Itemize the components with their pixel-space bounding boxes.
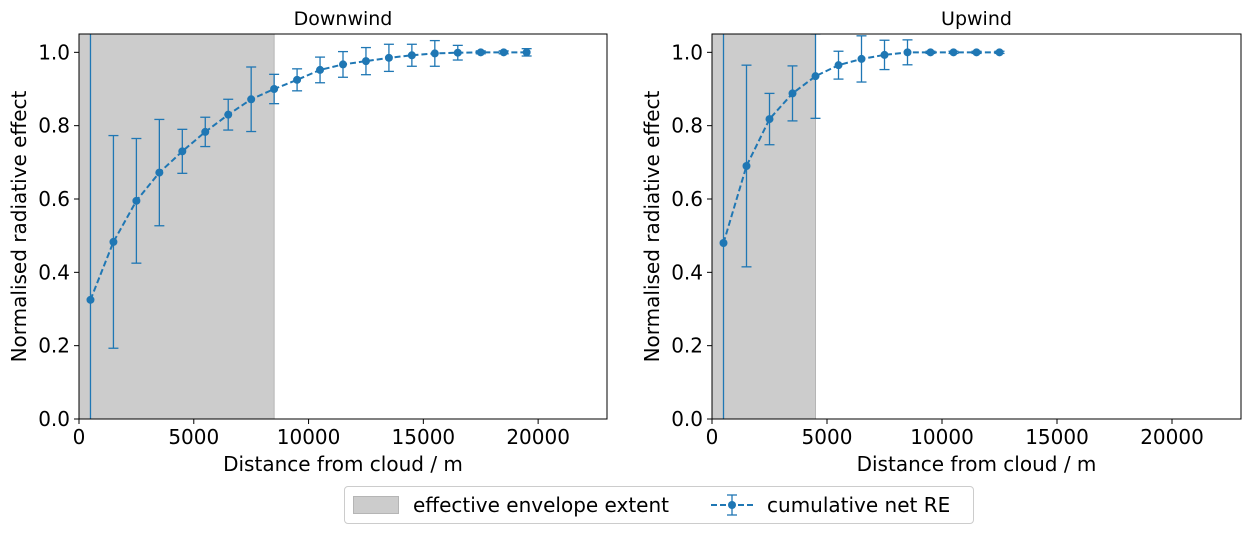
x-axis-label: Distance from cloud / m [857, 452, 1097, 476]
figure: 0 5000 10000 15000 20000 0.0 0.2 0.4 0.6 0.8 1.0 Do… [0, 0, 1250, 484]
x-tick-label: 5000 [168, 425, 219, 449]
chart-panel-downwind: 0 5000 10000 15000 20000 0.0 0.2 0.4 0.6 0.8 1.0 Do… [7, 8, 607, 484]
y-tick-label: 0.6 [38, 187, 70, 211]
data-point [835, 61, 843, 69]
data-point [201, 128, 209, 136]
data-point [178, 147, 186, 155]
data-point [766, 115, 774, 123]
x-tick-label: 15000 [392, 425, 456, 449]
data-point [109, 238, 117, 246]
x-tick-label: 0 [73, 425, 86, 449]
legend-marker-series [709, 492, 755, 518]
data-point [385, 54, 393, 62]
data-point [293, 76, 301, 84]
x-tick-label: 10000 [277, 425, 341, 449]
y-tick-label: 1.0 [38, 40, 70, 64]
envelope-shade [712, 34, 816, 419]
legend-label-envelope: effective envelope extent [413, 493, 669, 517]
data-point [270, 85, 278, 93]
data-point [454, 49, 462, 57]
data-point [339, 60, 347, 68]
data-point [789, 89, 797, 97]
x-tick-label: 15000 [1025, 425, 1089, 449]
chart-panel-upwind: 0 5000 10000 15000 20000 0.0 0.2 0.4 0.6 0.8 1.0 Up… [640, 0, 1241, 484]
data-point [927, 48, 935, 56]
envelope-shade [79, 34, 274, 419]
data-point [132, 197, 140, 205]
y-tick-label: 0.4 [38, 260, 70, 284]
legend: effective envelope extent cumulative net… [344, 486, 974, 524]
y-axis-label: Normalised radiative effect [640, 90, 664, 362]
y-tick-label: 0.0 [38, 407, 70, 431]
data-point [720, 239, 728, 247]
y-tick-label: 0.8 [671, 114, 703, 138]
y-tick-label: 1.0 [671, 40, 703, 64]
y-tick-label: 0.6 [671, 187, 703, 211]
data-point [996, 48, 1004, 56]
x-tick-label: 20000 [506, 425, 570, 449]
data-point [500, 48, 508, 56]
chart-title: Downwind [294, 8, 393, 30]
y-tick-label: 0.2 [671, 334, 703, 358]
data-point [316, 66, 324, 74]
x-axis-label: Distance from cloud / m [223, 452, 463, 476]
data-point [904, 48, 912, 56]
data-point [523, 48, 531, 56]
y-tick-label: 0.0 [671, 407, 703, 431]
data-point [247, 95, 255, 103]
data-point [743, 162, 751, 170]
data-point [408, 51, 416, 59]
data-point [812, 72, 820, 80]
data-point [973, 48, 981, 56]
data-point [477, 48, 485, 56]
data-point [224, 111, 232, 119]
y-tick-label: 0.8 [38, 114, 70, 138]
y-tick-label: 0.4 [671, 260, 703, 284]
x-tick-label: 10000 [910, 425, 974, 449]
x-tick-label: 5000 [802, 425, 853, 449]
data-point [950, 48, 958, 56]
y-tick-label: 0.2 [38, 334, 70, 358]
x-tick-label: 0 [706, 425, 719, 449]
data-point [858, 55, 866, 63]
data-point [362, 57, 370, 65]
data-point [881, 51, 889, 59]
legend-swatch-envelope [353, 496, 399, 514]
data-point [431, 49, 439, 57]
x-tick-label: 20000 [1140, 425, 1204, 449]
legend-label-series: cumulative net RE [767, 493, 950, 517]
data-point [86, 296, 94, 304]
legend-item-series: cumulative net RE [709, 492, 950, 518]
data-point [155, 169, 163, 177]
y-axis-label: Normalised radiative effect [7, 90, 31, 362]
legend-item-envelope: effective envelope extent [345, 493, 669, 517]
chart-title: Upwind [941, 8, 1012, 30]
